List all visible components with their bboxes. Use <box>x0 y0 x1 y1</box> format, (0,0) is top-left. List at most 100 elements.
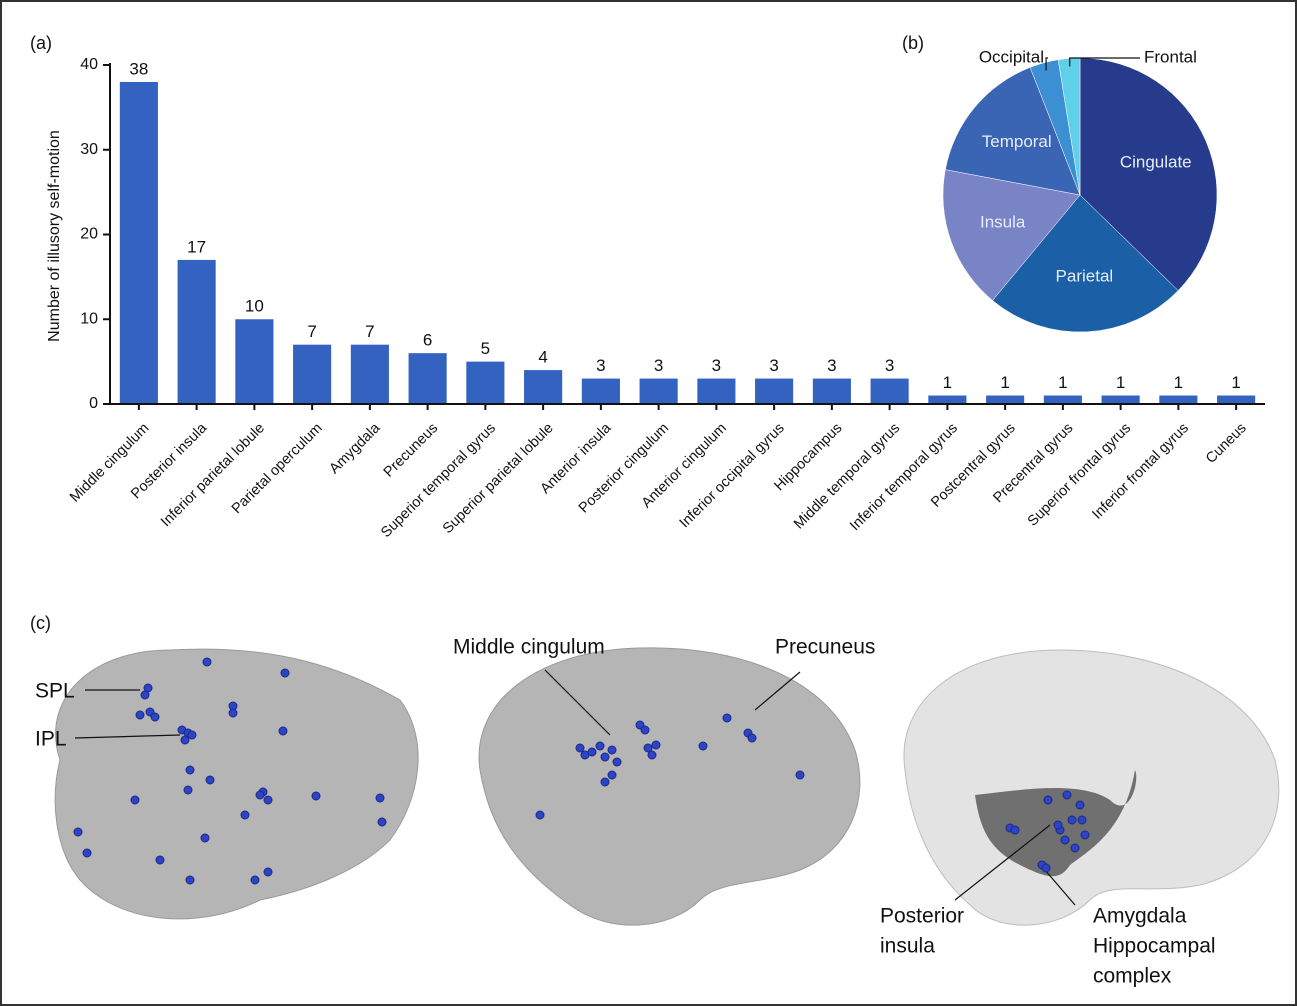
annotation: complex <box>1093 965 1172 988</box>
contact-dot <box>251 876 259 884</box>
panel-label: (c) <box>30 613 51 633</box>
contact-dot <box>1063 791 1071 799</box>
contact-dot <box>1061 836 1069 844</box>
value-label: 3 <box>654 356 663 375</box>
contact-dot <box>206 776 214 784</box>
bar <box>1217 396 1255 404</box>
value-label: 6 <box>423 331 432 350</box>
contact-dot <box>1054 821 1062 829</box>
contact-dot <box>378 818 386 826</box>
y-tick-label: 10 <box>80 310 98 327</box>
bar <box>755 379 793 404</box>
contact-dot <box>264 868 272 876</box>
slice-label: Temporal <box>982 132 1052 151</box>
y-tick-label: 0 <box>89 395 98 412</box>
annotation: SPL <box>35 680 75 703</box>
contact-dot <box>74 828 82 836</box>
contact-dot <box>279 727 287 735</box>
contact-dot <box>608 771 616 779</box>
annotation: Middle cingulum <box>453 636 605 659</box>
value-label: 3 <box>596 356 605 375</box>
value-label: 5 <box>481 339 490 358</box>
contact-dot <box>131 796 139 804</box>
slice-label: Occipital <box>979 47 1044 66</box>
bar <box>293 345 331 404</box>
contact-dot <box>141 691 149 699</box>
value-label: 17 <box>187 237 206 256</box>
bar <box>871 379 909 404</box>
bar <box>1159 396 1197 404</box>
bar <box>235 319 273 404</box>
value-label: 3 <box>769 356 778 375</box>
contact-dot <box>312 792 320 800</box>
slice-label: Insula <box>980 212 1026 231</box>
contact-dot <box>1044 796 1052 804</box>
contact-dot <box>186 876 194 884</box>
contact-dot <box>264 796 272 804</box>
contact-dot <box>1011 826 1019 834</box>
contact-dot <box>241 811 249 819</box>
figure: (a) (b) (c) Number of illusory self-moti… <box>0 0 1297 1006</box>
contact-dot <box>1068 816 1076 824</box>
value-label: 1 <box>1116 373 1125 392</box>
value-label: 10 <box>245 297 264 316</box>
contact-dot <box>151 713 159 721</box>
contact-dot <box>256 791 264 799</box>
contact-dot <box>576 744 584 752</box>
y-tick-label: 20 <box>80 226 98 243</box>
contact-dot <box>203 658 211 666</box>
contact-dot <box>229 709 237 717</box>
contact-dot <box>536 811 544 819</box>
value-label: 4 <box>538 348 547 367</box>
contact-dot <box>156 856 164 864</box>
contact-dot <box>601 778 609 786</box>
y-tick-label: 40 <box>80 56 98 73</box>
bar <box>178 260 216 404</box>
contact-dot <box>652 741 660 749</box>
bar <box>986 396 1024 404</box>
bar <box>813 379 851 404</box>
bar <box>582 379 620 404</box>
annotation: Precuneus <box>775 636 875 659</box>
contact-dot <box>723 714 731 722</box>
contact-dot <box>608 746 616 754</box>
panel-label: (b) <box>902 33 924 53</box>
annotation: insula <box>880 935 935 958</box>
value-label: 3 <box>885 356 894 375</box>
contact-dot <box>186 766 194 774</box>
page: (a) (b) (c) Number of illusory self-moti… <box>0 0 1297 1006</box>
contact-dot <box>613 758 621 766</box>
value-label: 1 <box>1000 373 1009 392</box>
contact-dot <box>1078 816 1086 824</box>
slice-label: Parietal <box>1056 267 1114 286</box>
y-tick-label: 30 <box>80 141 98 158</box>
bar <box>640 379 678 404</box>
bar <box>466 362 504 404</box>
slice-label: Frontal <box>1144 47 1197 66</box>
value-label: 38 <box>129 59 148 78</box>
value-label: 1 <box>1231 373 1240 392</box>
bar <box>697 379 735 404</box>
annotation: Posterior <box>880 905 964 928</box>
contact-dot <box>748 734 756 742</box>
contact-dot <box>699 742 707 750</box>
value-label: 1 <box>1174 373 1183 392</box>
annotation: IPL <box>35 728 67 751</box>
bar <box>120 82 158 404</box>
value-label: 1 <box>943 373 952 392</box>
contact-dot <box>376 794 384 802</box>
slice-label: Cingulate <box>1120 153 1192 172</box>
contact-dot <box>1076 801 1084 809</box>
value-label: 7 <box>307 322 316 341</box>
contact-dot <box>136 711 144 719</box>
contact-dot <box>648 751 656 759</box>
contact-dot <box>641 726 649 734</box>
contact-dot <box>596 742 604 750</box>
bar <box>928 396 966 404</box>
value-label: 3 <box>827 356 836 375</box>
contact-dot <box>201 834 209 842</box>
contact-dot <box>181 736 189 744</box>
contact-dot <box>1081 831 1089 839</box>
contact-dot <box>601 753 609 761</box>
panel-label: (a) <box>30 33 52 53</box>
